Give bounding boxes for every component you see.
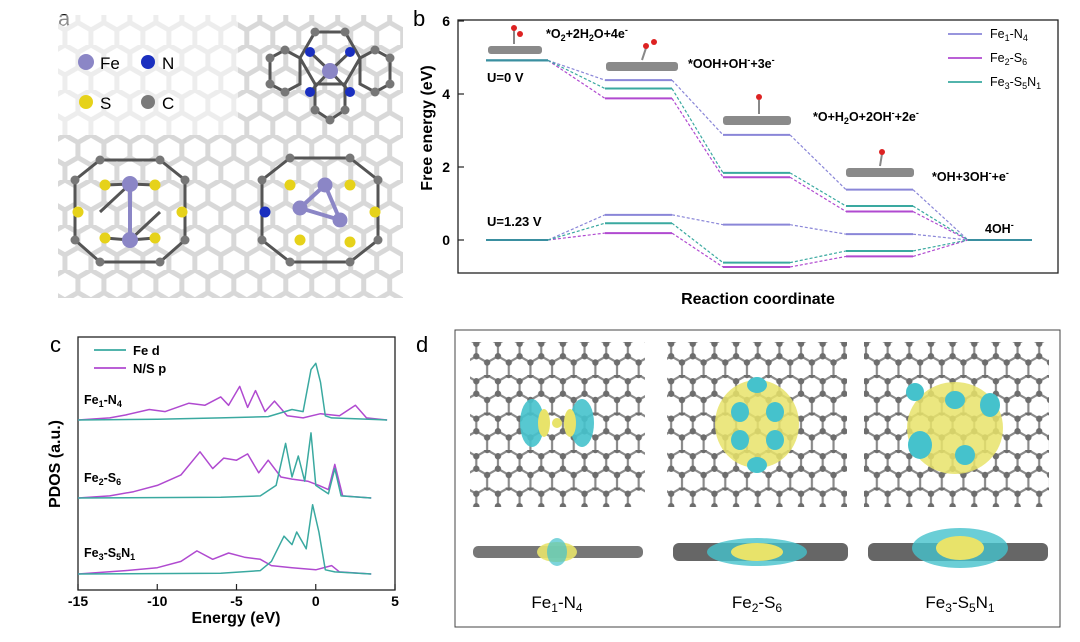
charge-density-fe3s5n1 [864, 342, 1049, 568]
fe1n4-structure [265, 27, 395, 125]
energy-connector-fe2s6-u0-0 [547, 59, 606, 99]
pdos-label-fe2s6: Fe2-S6 [84, 471, 121, 487]
u0-label: U=0 V [487, 70, 524, 85]
panel-d: d [416, 329, 1061, 628]
energy-connector-fe3s5n1-u0-1 [671, 88, 724, 174]
pdos-fed-2 [77, 503, 372, 575]
pdos-label-fe3s5n1: Fe3-S5N1 [84, 546, 135, 562]
legend-fe2s6: Fe2-S6 [990, 51, 1027, 67]
energy-connector-fe1n4-u0-0 [547, 59, 606, 81]
pdos-fed-0 [77, 362, 388, 421]
pdos-label-fe1n4: Fe1-N4 [84, 393, 122, 409]
caption-fe2s6: Fe2-S6 [732, 593, 783, 615]
plot-b-xlabel: Reaction coordinate [681, 291, 835, 308]
energy-connector-fe1n4-u123-1 [671, 214, 724, 226]
c-xtick-label: -15 [68, 593, 88, 609]
energy-connector-fe3s5n1-u0-0 [547, 59, 606, 90]
energy-connector-fe3s5n1-u0-3 [912, 205, 969, 241]
b-ytick-label: 0 [442, 232, 450, 248]
energy-connector-fe1n4-u0-1 [671, 79, 724, 136]
legend-fe3s5n1: Fe3-S5N1 [990, 75, 1041, 91]
energy-connector-fe1n4-u123-0 [547, 214, 606, 241]
step-label-4oh: 4OH- [985, 220, 1014, 236]
legend-fe-label: Fe [100, 54, 120, 73]
energy-connector-fe2s6-u123-0 [547, 232, 606, 241]
energy-connector-fe1n4-u123-2 [789, 224, 847, 235]
adsorbate-slab-3 [723, 94, 791, 125]
pdos-nsp-0 [77, 385, 388, 421]
adsorbate-slab-1 [488, 25, 542, 54]
s-atom-icon [79, 95, 93, 109]
legend-nsp: N/S p [133, 361, 166, 376]
pdos-nsp-1 [77, 451, 372, 499]
n-atom-icon [141, 55, 155, 69]
panel-b: b Free energy (eV) Reaction coordinate 0… [413, 6, 1059, 308]
energy-connector-fe3s5n1-u123-3 [912, 239, 969, 252]
panel-c: c PDOS (a.u.) Energy (eV) -15 -10 -5 0 5 Fe … [47, 332, 399, 627]
energy-connector-fe1n4-u123-3 [912, 233, 969, 241]
energy-connector-fe2s6-u123-2 [789, 255, 847, 268]
energy-connector-fe3s5n1-u123-2 [789, 250, 847, 264]
pdos-nsp-2 [77, 550, 372, 575]
fe2s6-structure [70, 155, 190, 267]
step-label-o: *O+H2O+2OH-+2e- [813, 108, 919, 126]
energy-connector-fe1n4-u0-2 [789, 134, 847, 191]
plot-c-xlabel: Energy (eV) [192, 610, 281, 627]
energy-connector-fe3s5n1-u123-1 [671, 222, 724, 264]
c-atom-icon [141, 95, 155, 109]
legend-fe1n4: Fe1-N4 [990, 27, 1028, 43]
panel-b-letter: b [413, 6, 425, 31]
step-label-o2: *O2+2H2O+4e- [546, 25, 628, 43]
charge-density-fe2s6 [667, 342, 848, 566]
energy-connector-fe2s6-u123-3 [912, 239, 969, 257]
panel-d-frame [454, 329, 1061, 628]
energy-connector-fe3s5n1-u0-2 [789, 172, 847, 207]
legend-fed: Fe d [133, 343, 160, 358]
plot-b-frame [457, 19, 1059, 274]
plot-b-ylabel: Free energy (eV) [419, 65, 436, 190]
u123-label: U=1.23 V [487, 214, 542, 229]
b-ytick-label: 6 [442, 13, 450, 29]
panel-d-letter: d [416, 332, 428, 357]
charge-density-fe1n4 [470, 342, 645, 566]
energy-connector-fe2s6-u0-3 [912, 210, 969, 241]
c-xtick-label: -5 [230, 593, 243, 609]
energy-connector-fe2s6-u123-1 [671, 232, 724, 268]
c-xtick-label: -10 [147, 593, 167, 609]
pdos-fed-1 [77, 432, 372, 499]
energy-connector-fe2s6-u0-1 [671, 98, 724, 178]
panel-a: a Fe N S C [58, 6, 403, 298]
plot-b-legend: Fe1-N4 Fe2-S6 Fe3-S5N1 [948, 27, 1041, 91]
panel-c-letter: c [50, 332, 61, 357]
energy-connector-fe3s5n1-u123-0 [547, 222, 606, 241]
c-xtick-label: 0 [312, 593, 320, 609]
caption-fe1n4: Fe1-N4 [531, 593, 582, 615]
legend-s-label: S [100, 94, 111, 113]
b-ytick-label: 2 [442, 159, 450, 175]
legend-c-label: C [162, 94, 174, 113]
legend-n-label: N [162, 54, 174, 73]
adsorbate-slab-2 [606, 39, 678, 71]
step-label-ooh: *OOH+OH-+3e- [688, 55, 775, 71]
energy-connector-fe1n4-u0-3 [912, 189, 969, 241]
b-ytick-label: 4 [442, 86, 450, 102]
c-xtick-label: 5 [391, 593, 399, 609]
caption-fe3s5n1: Fe3-S5N1 [925, 593, 995, 615]
legend-backdrop [58, 15, 238, 135]
plot-c-ylabel: PDOS (a.u.) [47, 420, 64, 508]
step-label-oh: *OH+3OH-+e- [932, 168, 1009, 184]
fe3s5n1-structure [257, 153, 383, 267]
energy-connector-fe2s6-u0-2 [789, 176, 847, 213]
adsorbate-slab-4 [846, 149, 914, 177]
fe-atom-icon [78, 54, 94, 70]
